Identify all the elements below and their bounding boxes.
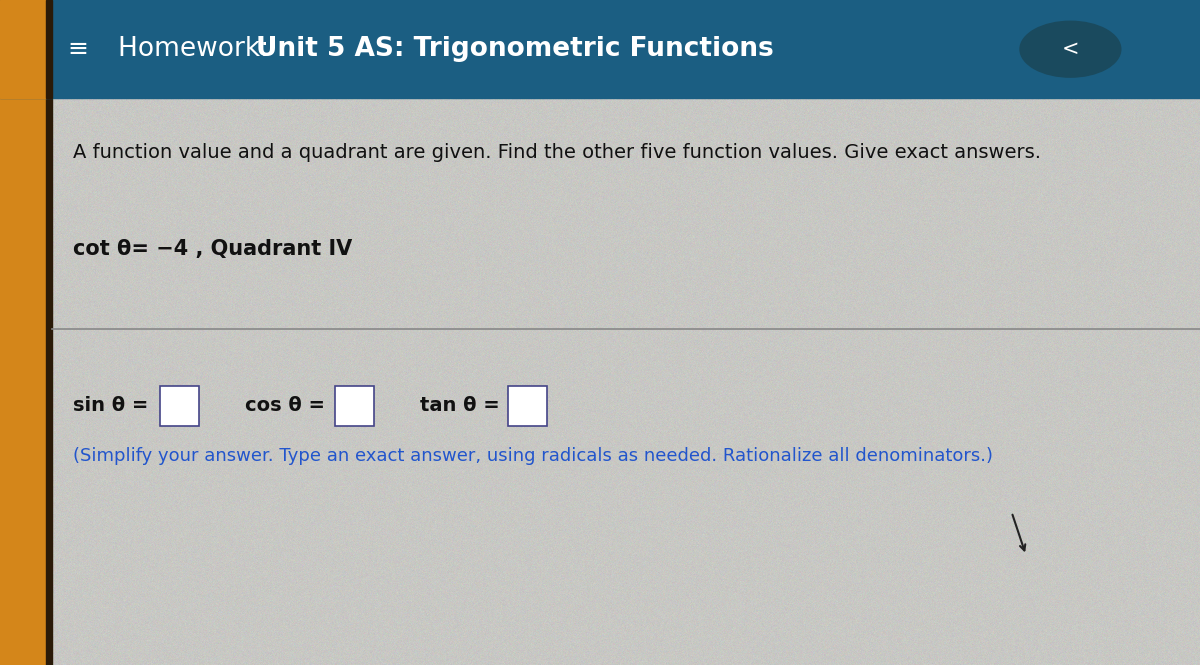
Bar: [0, 0, 46, 665]
Bar: [46, 0, 52, 98]
Text: cos θ =: cos θ =: [245, 396, 325, 415]
Circle shape: [1020, 21, 1121, 77]
Text: cot θ= −4 , Quadrant IV: cot θ= −4 , Quadrant IV: [73, 239, 353, 259]
Text: ≡: ≡: [67, 37, 89, 61]
Text: A function value and a quadrant are given. Find the other five function values. : A function value and a quadrant are give…: [73, 144, 1042, 162]
Text: (Simplify your answer. Type an exact answer, using radicals as needed. Rationali: (Simplify your answer. Type an exact ans…: [73, 446, 994, 465]
Text: Homework:: Homework:: [118, 36, 286, 63]
Bar: [0, 0, 1200, 98]
Bar: [46, 0, 52, 665]
FancyBboxPatch shape: [335, 386, 374, 426]
FancyBboxPatch shape: [508, 386, 547, 426]
FancyBboxPatch shape: [160, 386, 199, 426]
Text: Unit 5 AS: Trigonometric Functions: Unit 5 AS: Trigonometric Functions: [256, 36, 773, 63]
Text: <: <: [1062, 39, 1079, 59]
Text: tan θ =: tan θ =: [420, 396, 499, 415]
Text: sin θ =: sin θ =: [73, 396, 149, 415]
Bar: [0, 0, 46, 98]
